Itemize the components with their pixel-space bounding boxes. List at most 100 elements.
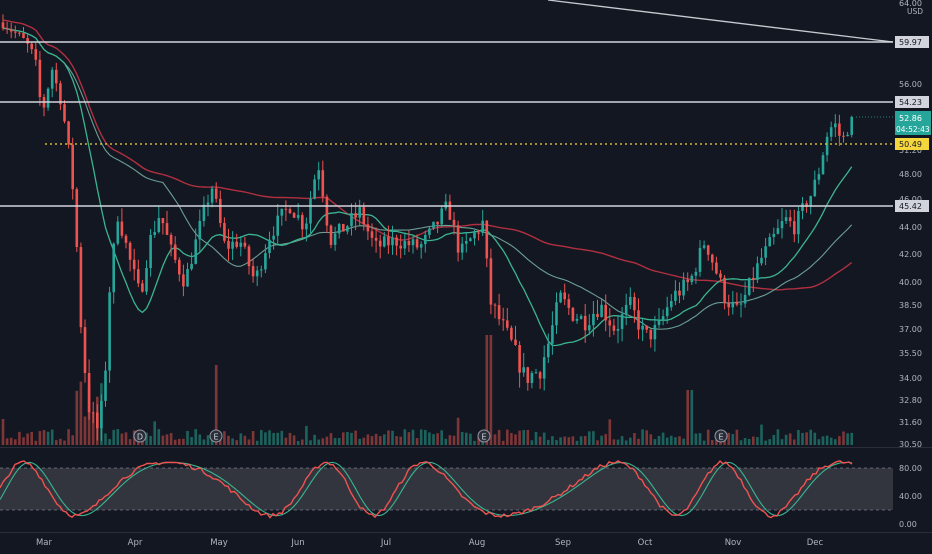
candle-body xyxy=(428,228,431,235)
currency-label: USD xyxy=(907,7,923,16)
level-tag-45-42[interactable]: 45.42 xyxy=(895,200,929,212)
volume-bar xyxy=(825,435,829,445)
candle-body xyxy=(231,241,234,249)
candle xyxy=(63,100,66,124)
level-tag-45-42-bg xyxy=(895,200,929,212)
earnings-marker[interactable]: E xyxy=(477,429,491,443)
candle-body xyxy=(514,339,517,346)
candle xyxy=(161,217,165,235)
level-tag-50-49[interactable]: 50.49 xyxy=(895,138,929,150)
trend-line[interactable] xyxy=(547,0,894,43)
volume-bar xyxy=(604,434,607,445)
earnings-marker-circle[interactable] xyxy=(477,429,491,443)
candle xyxy=(600,298,603,318)
price-axis[interactable]: 56.00 51.20 48.00 46.00 44.00 42.00 40.00 38.50… xyxy=(895,0,931,529)
earnings-marker[interactable]: E xyxy=(209,429,223,443)
volume-bar xyxy=(243,435,247,445)
candle-body xyxy=(547,343,550,358)
candle xyxy=(436,221,439,234)
earnings-marker-circle[interactable] xyxy=(133,429,147,443)
candle-body xyxy=(219,198,222,223)
candle xyxy=(514,325,517,346)
candle-body xyxy=(465,241,468,244)
candle xyxy=(317,161,320,191)
candle-body xyxy=(805,203,808,207)
candle-body xyxy=(346,226,349,232)
grid xyxy=(0,447,932,533)
candle xyxy=(243,236,247,249)
level-tag-54-23[interactable]: 54.23 xyxy=(895,96,929,108)
earnings-marker-circle[interactable] xyxy=(714,429,728,443)
candle xyxy=(383,232,386,248)
candle xyxy=(395,234,398,256)
candle-body xyxy=(727,303,730,308)
volume-bar xyxy=(768,439,771,445)
candle xyxy=(280,208,284,226)
candle-body xyxy=(337,223,341,234)
candle-body xyxy=(415,239,419,248)
candle-body xyxy=(301,215,304,230)
candle xyxy=(473,229,476,246)
candle xyxy=(645,325,648,333)
candle-body xyxy=(711,254,714,263)
candle-body xyxy=(342,223,345,232)
candle xyxy=(419,241,423,259)
candle-body xyxy=(83,327,87,374)
candle-body xyxy=(321,170,325,197)
earnings-marker[interactable]: D xyxy=(133,429,147,443)
volume-bars xyxy=(1,335,853,445)
candle-body xyxy=(616,328,620,331)
volume-bar xyxy=(579,436,583,445)
candle-body xyxy=(358,207,361,218)
volume-bar xyxy=(518,430,521,445)
earnings-marker[interactable]: E xyxy=(714,429,728,443)
volume-bar xyxy=(686,390,689,445)
price-tick-label: 44.00 xyxy=(899,223,922,232)
candle xyxy=(723,275,726,310)
candle xyxy=(612,318,616,336)
candle-body xyxy=(190,263,193,270)
candle xyxy=(460,237,464,260)
candle-body xyxy=(1,22,5,29)
candle xyxy=(776,219,780,235)
volume-bar xyxy=(694,433,698,445)
time-axis[interactable]: Mar Apr May Jun Jul Aug Sep Oct Nov Dec xyxy=(36,538,824,548)
candle xyxy=(780,208,784,239)
volume-bar xyxy=(202,439,206,445)
candle-body xyxy=(280,208,284,216)
price-tick-label: 35.50 xyxy=(899,349,922,358)
candle xyxy=(747,277,751,297)
price-levels[interactable] xyxy=(0,0,894,207)
candle xyxy=(182,264,185,297)
time-tick-label: May xyxy=(210,538,228,548)
candle xyxy=(157,206,161,234)
last-price-tag[interactable]: 52.86 04:52:43 xyxy=(895,111,931,135)
candle xyxy=(132,248,136,281)
level-tag-59-97[interactable]: 59.97 xyxy=(895,36,929,48)
candle-body xyxy=(264,253,267,270)
candle xyxy=(141,280,144,293)
candle-body xyxy=(227,240,230,249)
volume-bar xyxy=(120,433,124,445)
volume-bar xyxy=(227,435,230,445)
candle xyxy=(100,394,103,441)
candle xyxy=(834,114,837,138)
earnings-marker-circle[interactable] xyxy=(209,429,223,443)
candle-body xyxy=(50,69,54,89)
candle xyxy=(620,307,624,342)
price-tick-label: 31.60 xyxy=(899,418,922,427)
candle-body xyxy=(731,301,735,308)
volume-bar xyxy=(452,435,456,445)
candle xyxy=(489,248,493,315)
candle-body xyxy=(354,213,357,218)
candle-body xyxy=(9,29,13,32)
volume-bar xyxy=(596,440,599,445)
candle xyxy=(116,216,120,246)
candle xyxy=(829,121,833,142)
volume-bar xyxy=(91,412,95,445)
candle-body xyxy=(124,235,128,243)
candle xyxy=(571,306,575,322)
